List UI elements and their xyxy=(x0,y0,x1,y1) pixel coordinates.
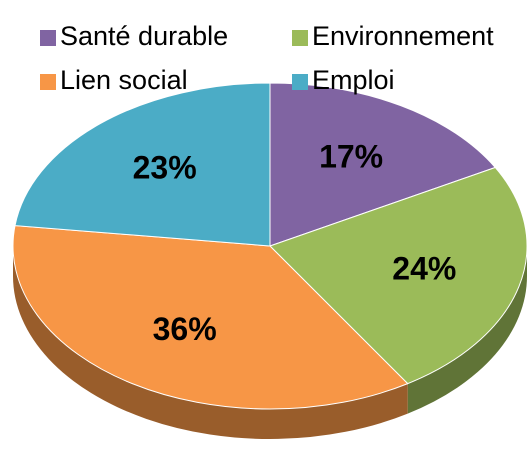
legend: Santé durable Environnement Lien social Emp… xyxy=(40,21,494,95)
legend-text: Santé durable xyxy=(60,21,228,51)
pie-slice xyxy=(14,82,271,247)
legend-text: Environnement xyxy=(312,21,494,51)
pie-side xyxy=(13,246,408,440)
legend-swatch xyxy=(40,74,56,90)
pie-sides xyxy=(13,246,527,440)
value-label: 36% xyxy=(153,311,217,347)
legend-text: Lien social xyxy=(60,65,188,95)
pie-slice xyxy=(12,225,409,410)
legend-swatch xyxy=(292,30,308,46)
value-labels: 17% 24% 36% 23% xyxy=(133,138,457,346)
value-label: 23% xyxy=(133,150,197,186)
value-label: 24% xyxy=(392,251,456,287)
pie-slice xyxy=(269,166,528,385)
pie-side xyxy=(407,246,527,414)
legend-text: Emploi xyxy=(312,65,395,95)
pie-tops xyxy=(12,82,528,410)
legend-swatch xyxy=(292,74,308,90)
value-label: 17% xyxy=(319,138,383,174)
legend-swatch xyxy=(40,30,56,46)
